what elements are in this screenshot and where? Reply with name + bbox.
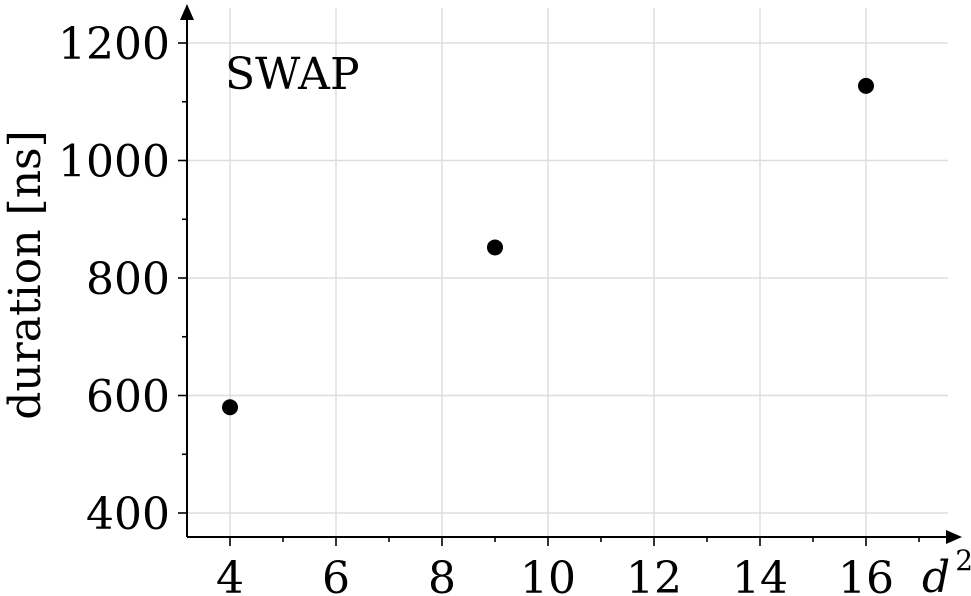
- x-tick-label: 14: [732, 553, 788, 596]
- ticks: 4 6 8 10 12 14 16 400 600 800 1000 1200: [58, 19, 920, 596]
- y-axis-label: duration [ns]: [0, 130, 51, 420]
- x-tick-label: 12: [626, 553, 682, 596]
- grid-lines: [187, 8, 948, 537]
- x-axis-label: d 2: [922, 544, 971, 596]
- y-tick-label: 1000: [58, 137, 170, 188]
- axes: [180, 4, 962, 544]
- y-axis-arrow: [180, 4, 194, 20]
- data-point: [222, 399, 238, 416]
- y-tick-label: 1200: [58, 19, 170, 70]
- x-tick-label: 4: [216, 553, 244, 596]
- data-points: [222, 77, 874, 416]
- data-point: [487, 239, 503, 256]
- x-tick-label: 8: [428, 553, 456, 596]
- x-axis-label-base: d: [922, 552, 950, 596]
- x-tick-label: 6: [322, 553, 350, 596]
- y-tick-label: 600: [86, 372, 170, 423]
- y-tick-label: 400: [86, 489, 170, 540]
- x-axis-arrow: [946, 530, 962, 544]
- x-tick-label: 10: [520, 553, 576, 596]
- y-tick-label: 800: [86, 254, 170, 305]
- data-point: [858, 77, 874, 94]
- x-tick-label: 16: [838, 553, 894, 596]
- x-axis-label-superscript: 2: [955, 544, 971, 577]
- chart-annotation: SWAP: [225, 49, 360, 100]
